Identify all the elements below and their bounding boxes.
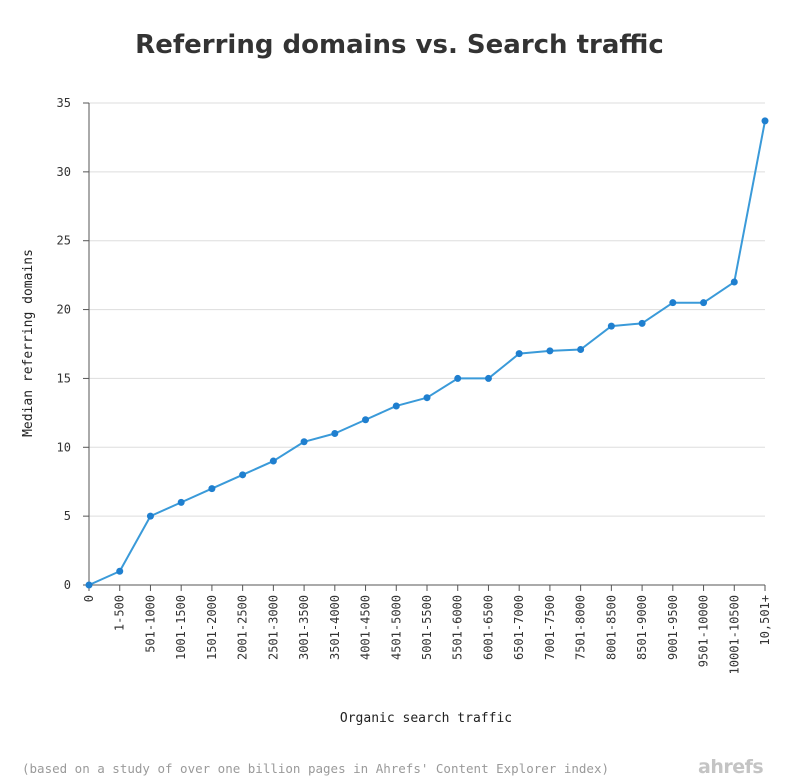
y-axis-title: Median referring domains [21, 249, 36, 437]
x-tick-label: 1501-2000 [205, 595, 219, 660]
x-tick-labels: 0 1-500 501-1000 1001-1500 1501-2000 2001-250… [82, 595, 772, 674]
x-tick-label: 501-1000 [143, 595, 157, 653]
data-point [269, 457, 277, 465]
y-tick-label: 35 [57, 96, 71, 110]
data-point [669, 299, 677, 307]
data-point [700, 299, 708, 307]
data-point [730, 278, 738, 286]
brand-logo: ahrefs [698, 756, 764, 778]
x-tick-label: 10,501+ [758, 595, 772, 646]
data-point [116, 567, 124, 575]
x-tick-label: 6501-7000 [512, 595, 526, 660]
data-point [607, 322, 615, 330]
x-tick-label: 9501-10000 [697, 595, 711, 667]
data-point [392, 402, 400, 410]
data-point [85, 581, 93, 589]
gridlines [89, 102, 765, 517]
data-point [239, 471, 247, 479]
x-tick-label: 5001-5500 [420, 595, 434, 660]
x-tick-label: 8001-8500 [604, 595, 618, 660]
x-tick-label: 3501-4000 [328, 595, 342, 660]
x-tick-label: 4501-5000 [389, 595, 403, 660]
data-point [546, 347, 554, 355]
x-tick-label: 7001-7500 [543, 595, 557, 660]
series-layer [85, 117, 769, 589]
data-point [638, 319, 646, 327]
data-point [761, 117, 769, 125]
data-point [484, 374, 492, 382]
x-tick-label: 5501-6000 [451, 595, 465, 660]
x-tick-label: 2001-2500 [236, 595, 250, 660]
x-tick-label: 0 [82, 595, 96, 602]
x-tick-label: 3001-3500 [297, 595, 311, 660]
x-tick-label: 4001-4500 [359, 595, 373, 660]
x-tick-label: 1001-1500 [174, 595, 188, 660]
y-tick-label: 15 [57, 371, 71, 385]
x-axis-title: Organic search traffic [340, 711, 512, 726]
axes [83, 102, 766, 591]
y-tick-label: 25 [57, 234, 71, 248]
x-tick-label: 1-500 [113, 595, 127, 631]
y-tick-label: 0 [64, 578, 71, 592]
y-tick-labels: 0 5 10 15 20 25 30 35 [57, 96, 71, 592]
footnote: (based on a study of over one billion pa… [22, 761, 609, 776]
data-point [454, 374, 462, 382]
data-point [423, 394, 431, 402]
x-tick-label: 10001-10500 [727, 595, 741, 674]
y-tick-label: 5 [64, 509, 71, 523]
y-tick-label: 20 [57, 303, 71, 317]
x-tick-label: 9001-9500 [666, 595, 680, 660]
x-tick-label: 2501-3000 [266, 595, 280, 660]
data-point [300, 438, 308, 446]
series-line [88, 120, 766, 586]
chart-title: Referring domains vs. Search traffic [135, 30, 664, 60]
data-point [208, 485, 216, 493]
data-point [577, 346, 585, 354]
data-point [515, 350, 523, 358]
data-point [362, 416, 370, 424]
x-tick-label: 7501-8000 [574, 595, 588, 660]
data-point [146, 512, 154, 520]
y-tick-label: 30 [57, 165, 71, 179]
data-point [331, 430, 339, 438]
x-tick-label: 8501-9000 [635, 595, 649, 660]
x-tick-label: 6001-6500 [481, 595, 495, 660]
y-tick-label: 10 [57, 440, 71, 454]
data-point [177, 498, 185, 506]
